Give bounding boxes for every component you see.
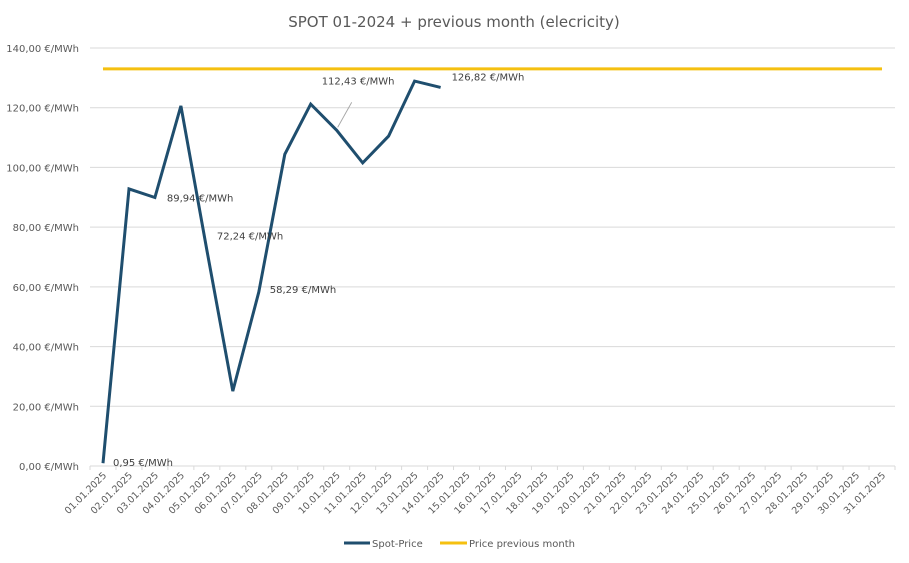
- legend-label-price-previous-month: Price previous month: [469, 539, 575, 550]
- y-tick-label: 120,00 €/MWh: [6, 104, 79, 115]
- y-axis: 0,00 €/MWh 20,00 €/MWh 40,00 €/MWh 60,00 €/…: [6, 44, 79, 473]
- data-label: 0,95 €/MWh: [113, 458, 173, 469]
- y-tick-label: 140,00 €/MWh: [6, 44, 79, 55]
- series-group: [101, 67, 883, 464]
- data-label: 72,24 €/MWh: [217, 231, 283, 242]
- y-tick-label: 60,00 €/MWh: [13, 283, 79, 294]
- leader-line: [337, 102, 353, 128]
- x-axis: 01.01.202502.01.202503.01.202504.01.2025…: [63, 466, 896, 517]
- chart-title: SPOT 01-2024 + previous month (elecricit…: [288, 13, 620, 31]
- data-label: 112,43 €/MWh: [322, 76, 395, 87]
- data-label: 58,29 €/MWh: [270, 285, 336, 296]
- data-labels: 0,95 €/MWh 89,94 €/MWh 72,24 €/MWh 58,29 €/…: [113, 72, 524, 469]
- y-tick-label: 0,00 €/MWh: [19, 462, 79, 473]
- data-label: 89,94 €/MWh: [167, 193, 233, 204]
- y-tick-label: 40,00 €/MWh: [13, 343, 79, 354]
- data-label: 126,82 €/MWh: [452, 72, 525, 83]
- legend: Spot-Price Price previous month: [344, 539, 575, 550]
- y-tick-label: 20,00 €/MWh: [13, 402, 79, 413]
- gridlines: [90, 47, 895, 467]
- y-tick-label: 100,00 €/MWh: [6, 163, 79, 174]
- series-line-spot-price: [101, 79, 441, 464]
- y-tick-label: 80,00 €/MWh: [13, 223, 79, 234]
- legend-label-spot-price: Spot-Price: [372, 539, 423, 550]
